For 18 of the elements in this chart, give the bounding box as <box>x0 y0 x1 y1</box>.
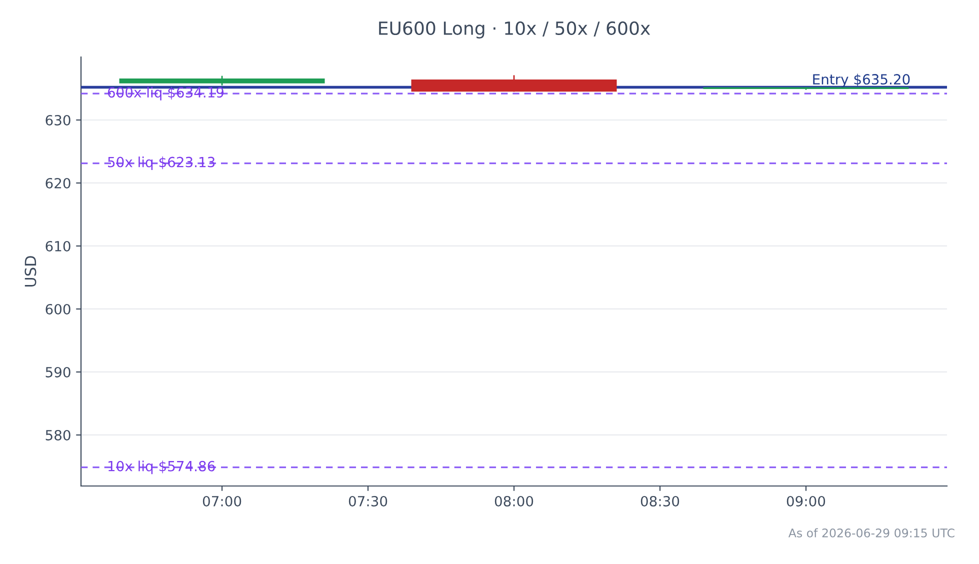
y-tick-label: 630 <box>46 114 70 126</box>
x-tick-label: 07:30 <box>348 496 388 506</box>
y-tick-label: 610 <box>46 240 70 252</box>
x-tick-label: 07:00 <box>202 496 242 506</box>
x-tick-label: 09:00 <box>786 496 826 506</box>
ref-line-label: 50x liq $623.13 <box>108 156 215 170</box>
chart-title: EU600 Long · 10x / 50x / 600x <box>379 21 650 39</box>
y-axis-title: USD <box>24 256 36 286</box>
text: As of 2026-06-29 09:15 UTC <box>788 528 954 538</box>
x-tick-label: 08:00 <box>494 496 534 506</box>
x-tick-label: 08:30 <box>640 496 680 506</box>
y-tick-label: 590 <box>46 366 70 378</box>
ref-line-label: 10x liq $574.86 <box>108 460 215 474</box>
y-tick-label: 600 <box>46 304 70 314</box>
y-tick-label: 620 <box>46 178 70 188</box>
ref-line-label: 600x liq $634.19 <box>108 86 224 100</box>
y-tick-label: 580 <box>46 430 70 440</box>
ref-line-label: Entry $635.20 <box>813 74 910 88</box>
